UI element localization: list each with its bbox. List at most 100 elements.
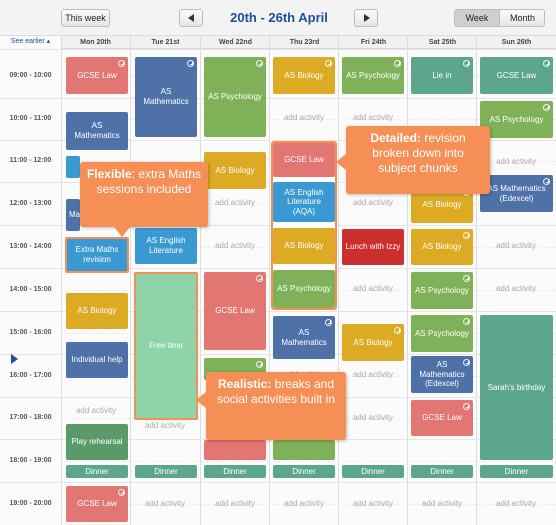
time-label: 12:00 - 13:00 — [9, 200, 52, 207]
clock-icon — [256, 60, 263, 67]
callout-pointer — [336, 154, 346, 170]
see-earlier-link[interactable]: See earlier ▴ — [10, 38, 51, 45]
event-block[interactable]: GCSE Law — [480, 57, 553, 94]
event-title: AS Psychology — [277, 284, 331, 294]
event-block[interactable]: Dinner — [204, 465, 266, 478]
day-header: Thu 23rd — [270, 36, 339, 49]
arrow-left-icon — [188, 14, 194, 22]
event-block[interactable]: GCSE Law — [66, 486, 128, 522]
add-activity-link[interactable]: add activity — [214, 198, 256, 207]
event-block[interactable] — [273, 440, 335, 460]
add-activity-link[interactable]: add activity — [352, 413, 394, 422]
event-block[interactable] — [66, 156, 80, 178]
event-block[interactable]: AS Mathematics (Edexcel) — [411, 356, 473, 393]
event-block[interactable]: Individual help — [66, 342, 128, 378]
grid-line — [476, 36, 477, 525]
add-activity-link[interactable]: add activity — [352, 113, 394, 122]
add-activity-link[interactable]: add activity — [283, 113, 325, 122]
add-activity-link[interactable]: add activity — [144, 499, 186, 508]
next-week-button[interactable] — [354, 9, 378, 27]
add-activity-link[interactable]: add activity — [214, 499, 256, 508]
add-activity-link[interactable]: add activity — [214, 241, 256, 250]
grid-line — [61, 461, 556, 462]
grid-line — [0, 98, 556, 99]
event-block[interactable]: AS Mathematics — [135, 57, 197, 137]
add-activity-link[interactable]: add activity — [352, 499, 394, 508]
event-block[interactable]: Lie in — [411, 57, 473, 94]
event-block[interactable]: GCSE Law — [273, 143, 335, 177]
event-block[interactable]: AS Mathematics — [66, 112, 128, 150]
clock-icon — [463, 232, 470, 239]
event-block[interactable]: GCSE Law — [204, 272, 266, 350]
event-block[interactable]: GCSE Law — [66, 57, 128, 94]
event-title: GCSE Law — [496, 70, 537, 80]
event-block[interactable]: Dinner — [66, 465, 128, 478]
add-activity-link[interactable]: add activity — [495, 284, 537, 293]
callout-pointer — [114, 227, 130, 237]
add-activity-link[interactable]: add activity — [144, 421, 186, 430]
callout-flexible: Flexible: extra Maths sessions included — [80, 162, 208, 227]
event-block[interactable]: Dinner — [273, 465, 335, 478]
event-block[interactable]: AS Mathematics (Edexcel) — [480, 175, 553, 212]
event-block[interactable]: AS Psychology — [411, 272, 473, 309]
event-block[interactable]: Dinner — [342, 465, 404, 478]
event-title: Extra Maths revision — [75, 245, 119, 264]
add-activity-link[interactable]: add activity — [352, 370, 394, 379]
month-view-button[interactable]: Month — [509, 13, 535, 23]
clock-icon — [118, 489, 125, 496]
event-block[interactable] — [204, 440, 266, 460]
callout-text: : extra Maths sessions included — [96, 167, 202, 196]
event-block[interactable]: Ma — [66, 199, 80, 231]
event-block[interactable]: GCSE Law — [411, 400, 473, 436]
event-block[interactable]: AS Psychology — [273, 270, 335, 308]
event-block[interactable]: AS Biology — [66, 293, 128, 329]
event-block[interactable]: Lunch with Izzy — [342, 229, 404, 265]
add-activity-link[interactable]: add activity — [352, 198, 394, 207]
event-block[interactable]: AS Biology — [342, 324, 404, 361]
previous-week-button[interactable] — [179, 9, 203, 27]
event-title: GCSE Law — [422, 413, 462, 423]
grid-line — [338, 36, 339, 525]
event-block[interactable]: Dinner — [411, 465, 473, 478]
add-activity-link[interactable]: add activity — [75, 406, 117, 415]
this-week-button[interactable]: This week — [61, 9, 110, 27]
event-block[interactable]: AS Biology — [273, 228, 335, 264]
event-title: Sarah's birthday — [487, 382, 546, 392]
add-activity-link[interactable]: add activity — [352, 284, 394, 293]
week-view-button[interactable]: Week — [455, 10, 500, 26]
event-block[interactable]: AS English Literature (AQA) — [273, 182, 335, 222]
add-activity-link[interactable]: add activity — [495, 157, 537, 166]
event-block[interactable]: Free time — [134, 272, 198, 420]
event-block[interactable]: AS Mathematics — [273, 316, 335, 359]
grid-line — [61, 36, 62, 525]
event-title: GCSE Law — [77, 70, 117, 80]
event-title: AS Mathematics (Edexcel) — [487, 183, 546, 203]
add-activity-link[interactable]: add activity — [495, 499, 537, 508]
caret-up-icon: ▴ — [46, 38, 51, 45]
grid-line — [61, 119, 556, 120]
event-title: AS English Literature — [146, 236, 186, 255]
add-activity-link[interactable]: add activity — [421, 499, 463, 508]
event-block[interactable]: Dinner — [480, 465, 553, 478]
event-block[interactable]: AS Psychology — [342, 57, 404, 94]
add-activity-link[interactable]: add activity — [283, 499, 325, 508]
event-block[interactable]: AS Psychology — [411, 315, 473, 352]
event-block[interactable]: AS Biology — [204, 152, 266, 189]
event-title: AS Psychology — [208, 92, 262, 102]
event-title: AS Biology — [422, 242, 462, 252]
event-block[interactable]: Sarah's birthday — [480, 315, 553, 460]
event-title: Dinner — [85, 466, 109, 476]
event-block[interactable]: AS Psychology — [480, 101, 553, 138]
event-title: Ma — [69, 210, 81, 220]
event-title: AS Mathematics — [143, 87, 189, 106]
event-block[interactable]: Extra Maths revision — [65, 237, 129, 273]
clock-icon — [463, 275, 470, 282]
event-block[interactable]: Dinner — [135, 465, 197, 478]
event-title: AS Mathematics (Edexcel) — [419, 360, 465, 389]
event-block[interactable]: Play rehearsal — [66, 424, 128, 460]
event-block[interactable]: AS English Literature — [135, 228, 197, 264]
event-block[interactable]: AS Biology — [411, 229, 473, 265]
event-block[interactable]: AS Biology — [273, 57, 335, 94]
event-block[interactable]: AS Psychology — [204, 57, 266, 137]
add-activity-link[interactable]: add activity — [495, 241, 537, 250]
